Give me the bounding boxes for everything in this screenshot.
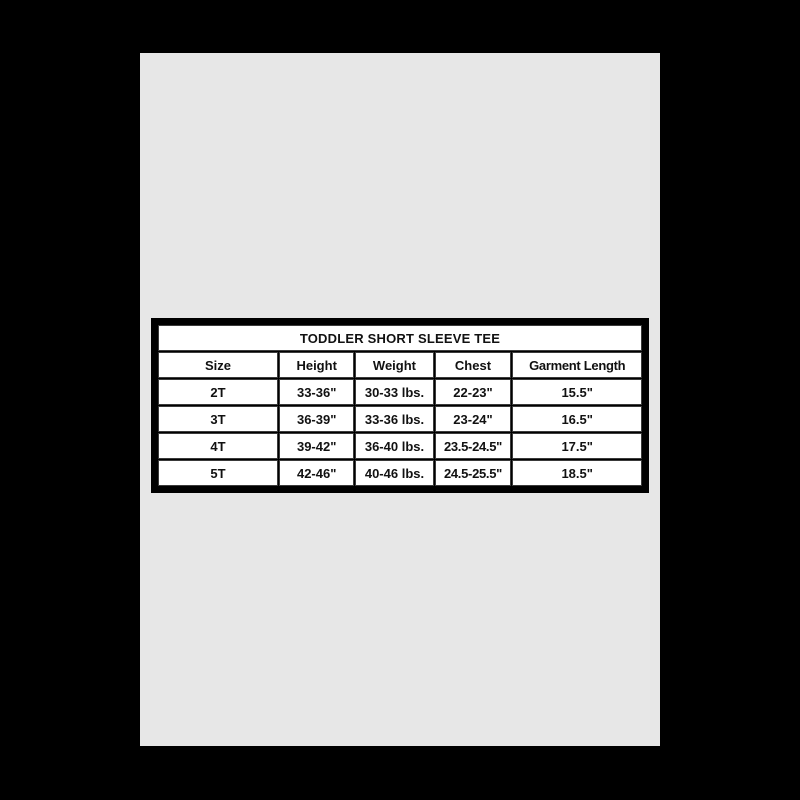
cell-chest: 22-23" — [434, 379, 512, 405]
size-chart-title: TODDLER SHORT SLEEVE TEE — [158, 325, 642, 351]
column-header-garment-length: Garment Length — [512, 352, 642, 378]
cell-height: 39-42" — [279, 433, 355, 459]
cell-chest: 23.5-24.5" — [434, 433, 512, 459]
cell-garment-length: 18.5" — [512, 460, 642, 486]
cell-weight: 40-46 lbs. — [355, 460, 434, 486]
cell-garment-length: 17.5" — [512, 433, 642, 459]
table-row: 5T 42-46" 40-46 lbs. 24.5-25.5" 18.5" — [158, 460, 642, 486]
cell-garment-length: 16.5" — [512, 406, 642, 432]
page-panel: TODDLER SHORT SLEEVE TEE Size Height Wei… — [140, 53, 660, 746]
column-header-chest: Chest — [434, 352, 512, 378]
table-title-row: TODDLER SHORT SLEEVE TEE — [158, 325, 642, 351]
size-chart-table-frame: TODDLER SHORT SLEEVE TEE Size Height Wei… — [151, 318, 649, 493]
cell-size: 3T — [158, 406, 278, 432]
cell-height: 36-39" — [279, 406, 355, 432]
column-header-weight: Weight — [355, 352, 434, 378]
column-header-height: Height — [279, 352, 355, 378]
cell-chest: 23-24" — [434, 406, 512, 432]
cell-weight: 30-33 lbs. — [355, 379, 434, 405]
table-header-row: Size Height Weight Chest Garment Length — [158, 352, 642, 378]
cell-chest: 24.5-25.5" — [434, 460, 512, 486]
cell-size: 5T — [158, 460, 278, 486]
cell-size: 4T — [158, 433, 278, 459]
cell-weight: 36-40 lbs. — [355, 433, 434, 459]
cell-garment-length: 15.5" — [512, 379, 642, 405]
cell-size: 2T — [158, 379, 278, 405]
cell-height: 42-46" — [279, 460, 355, 486]
table-row: 2T 33-36" 30-33 lbs. 22-23" 15.5" — [158, 379, 642, 405]
cell-weight: 33-36 lbs. — [355, 406, 434, 432]
cell-height: 33-36" — [279, 379, 355, 405]
size-chart-table: TODDLER SHORT SLEEVE TEE Size Height Wei… — [157, 324, 643, 487]
table-row: 3T 36-39" 33-36 lbs. 23-24" 16.5" — [158, 406, 642, 432]
table-row: 4T 39-42" 36-40 lbs. 23.5-24.5" 17.5" — [158, 433, 642, 459]
column-header-size: Size — [158, 352, 278, 378]
